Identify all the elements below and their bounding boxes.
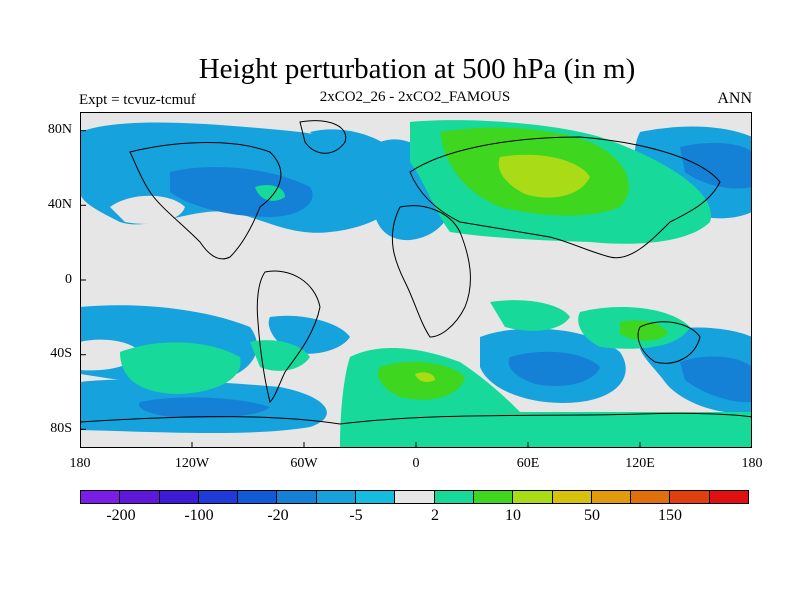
np-neutral-hole — [110, 195, 185, 224]
lon-tick-60e: 60E — [516, 456, 540, 471]
colorbar-label-4: -5 — [349, 507, 363, 524]
colorbar-label-1: -200 — [106, 507, 136, 524]
lon-tick-0: 0 — [412, 456, 420, 471]
lon-tick-180w: 180 — [69, 456, 91, 471]
io-deep — [508, 351, 600, 387]
south-america-coast — [256, 270, 321, 403]
season-label: ANN — [717, 90, 752, 107]
deeper-negative-regions — [139, 142, 752, 419]
antarctica-coast — [80, 412, 752, 425]
colorbar-label-6: 10 — [505, 507, 521, 524]
eurasia-coast — [409, 136, 721, 259]
atl-small-green — [255, 185, 285, 201]
colorbar-swatch — [81, 491, 121, 503]
colorbar-label-2: -100 — [184, 507, 214, 524]
colorbar-swatch — [198, 491, 239, 503]
lat-tick-80n: 80N — [47, 122, 72, 137]
lon-tick-120w: 120W — [174, 456, 210, 471]
lat-tick-80s: 80S — [50, 421, 72, 436]
colorbar-swatch — [434, 491, 474, 503]
sp-deep — [139, 397, 270, 419]
africa-coast — [391, 205, 471, 338]
peak-positive-regions — [415, 154, 590, 382]
lon-tick-120e: 120E — [625, 456, 655, 471]
north-atlantic-arc — [310, 129, 410, 191]
au-deep — [680, 356, 752, 403]
map-svg — [80, 112, 752, 448]
sa-green — [250, 340, 310, 371]
lat-tick-40n: 40N — [47, 197, 72, 212]
comparison-label: 2xCO2_26 - 2xCO2_FAMOUS — [319, 89, 511, 105]
colorbar-label-7: 50 — [584, 507, 600, 524]
colorbar-swatch — [709, 491, 749, 503]
colorbar-swatch — [513, 491, 553, 503]
colorbar-swatch — [631, 491, 671, 503]
colorbar-swatch — [552, 491, 592, 503]
colorbar-label-5: 2 — [431, 507, 439, 524]
colorbar-swatch — [356, 491, 396, 503]
au-core — [620, 320, 668, 341]
colorbar-swatch — [238, 491, 278, 503]
eurasia-peak — [498, 154, 590, 198]
tick-marks — [80, 130, 641, 448]
coastlines — [80, 120, 752, 425]
map-plot — [80, 112, 752, 448]
colorbar-swatch — [120, 491, 160, 503]
greenland-coast — [299, 120, 347, 154]
colorbar-swatch — [473, 491, 514, 503]
colorbar-swatch — [670, 491, 710, 503]
np-deep — [680, 142, 752, 189]
australia-coast — [637, 321, 701, 364]
sh-pacific-green — [120, 342, 241, 394]
so-peak — [415, 372, 435, 382]
chart-title: Height perturbation at 500 hPa (in m) — [198, 53, 636, 85]
colorbar-swatch — [395, 491, 435, 503]
colorbar-swatch — [316, 491, 357, 503]
colorbar-label-8: 150 — [658, 507, 682, 524]
lon-tick-180e: 180 — [741, 456, 763, 471]
colorbar-swatch — [159, 491, 199, 503]
lon-tick-60w: 60W — [290, 456, 318, 471]
lat-tick-0: 0 — [65, 272, 72, 287]
north-america-coast — [129, 142, 282, 260]
lat-tick-40s: 40S — [50, 346, 72, 361]
colorbar-swatch — [591, 491, 632, 503]
indian-green — [490, 300, 570, 331]
na-deep — [170, 167, 313, 217]
experiment-label: Expt = tcvuz-tcmuf — [79, 92, 196, 108]
colorbar-label-3: -20 — [267, 507, 289, 524]
colorbar-swatch — [277, 491, 317, 503]
colorbar — [80, 490, 749, 504]
